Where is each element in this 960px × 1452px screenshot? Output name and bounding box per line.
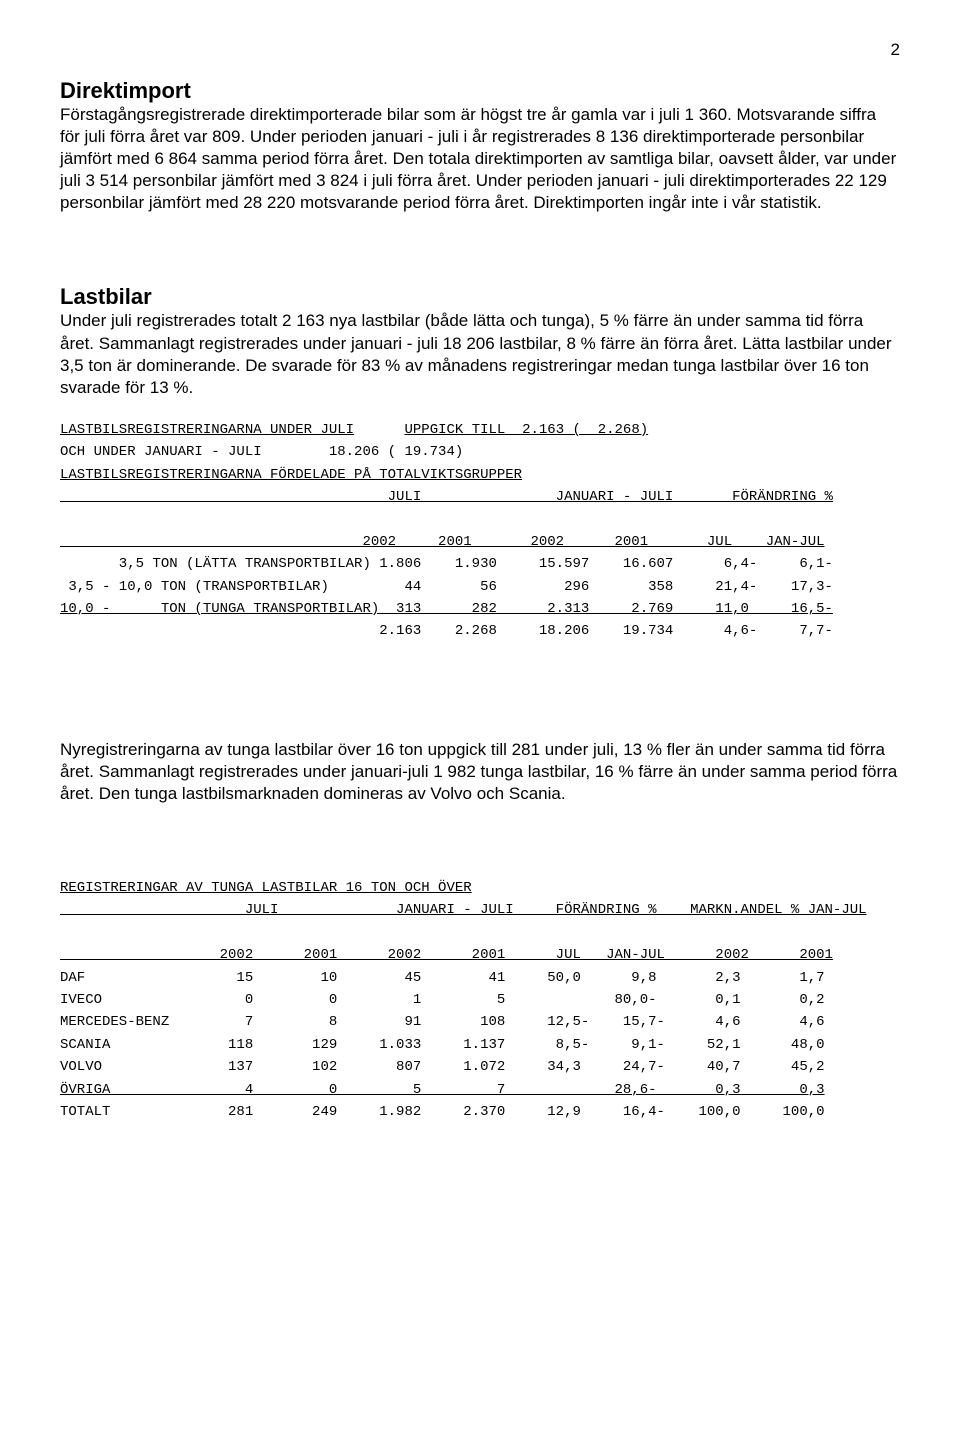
page-number: 2 bbox=[60, 40, 900, 60]
table1-row1: 3,5 TON (LÄTTA TRANSPORTBILAR) 1.806 1.9… bbox=[60, 553, 900, 575]
table2-col-header2: 2002 2001 2002 2001 JUL JAN-JUL 2002 200… bbox=[60, 944, 900, 966]
direktimport-title: Direktimport bbox=[60, 78, 900, 104]
table1-distrib: LASTBILSREGISTRERINGARNA FÖRDELADE PÅ TO… bbox=[60, 464, 900, 486]
direktimport-paragraph: Förstagångsregistrerade direktimporterad… bbox=[60, 104, 900, 214]
table2-row-totalt: TOTALT 281 249 1.982 2.370 12,9 16,4- 10… bbox=[60, 1101, 900, 1123]
table1-col-header2: 2002 2001 2002 2001 JUL JAN-JUL bbox=[60, 531, 900, 553]
table1-row3: 10,0 - TON (TUNGA TRANSPORTBILAR) 313 28… bbox=[60, 598, 900, 620]
table2-spacer bbox=[60, 922, 900, 944]
table2-row-mercedes: MERCEDES-BENZ 7 8 91 108 12,5- 15,7- 4,6… bbox=[60, 1011, 900, 1033]
table1-row2: 3,5 - 10,0 TON (TRANSPORTBILAR) 44 56 29… bbox=[60, 576, 900, 598]
table2-row-iveco: IVECO 0 0 1 5 80,0- 0,1 0,2 bbox=[60, 989, 900, 1011]
table2-row-volvo: VOLVO 137 102 807 1.072 34,3 24,7- 40,7 … bbox=[60, 1056, 900, 1078]
table1-row-total: 2.163 2.268 18.206 19.734 4,6- 7,7- bbox=[60, 620, 900, 642]
table2-col-header1: JULI JANUARI - JULI FÖRÄNDRING % MARKN.A… bbox=[60, 899, 900, 921]
tunga-lastbilar-paragraph: Nyregistreringarna av tunga lastbilar öv… bbox=[60, 739, 900, 805]
table2-block: REGISTRERINGAR AV TUNGA LASTBILAR 16 TON… bbox=[60, 877, 900, 1123]
table1-header-a: LASTBILSREGISTRERINGARNA UNDER JULI bbox=[60, 422, 354, 438]
table2-row-ovriga: ÖVRIGA 4 0 5 7 28,6- 0,3 0,3 bbox=[60, 1079, 900, 1101]
table2-title: REGISTRERINGAR AV TUNGA LASTBILAR 16 TON… bbox=[60, 877, 900, 899]
table1-subheader: OCH UNDER JANUARI - JULI 18.206 ( 19.734… bbox=[60, 441, 900, 463]
table2-row-scania: SCANIA 118 129 1.033 1.137 8,5- 9,1- 52,… bbox=[60, 1034, 900, 1056]
table1-col-header1: JULI JANUARI - JULI FÖRÄNDRING % bbox=[60, 486, 900, 508]
table1-block: LASTBILSREGISTRERINGARNA UNDER JULI UPPG… bbox=[60, 419, 900, 643]
lastbilar-paragraph: Under juli registrerades totalt 2 163 ny… bbox=[60, 310, 900, 398]
table1-spacer bbox=[60, 508, 900, 530]
table2-row-daf: DAF 15 10 45 41 50,0 9,8 2,3 1,7 bbox=[60, 967, 900, 989]
lastbilar-title: Lastbilar bbox=[60, 284, 900, 310]
table1-header-b: UPPGICK TILL 2.163 ( 2.268) bbox=[404, 422, 648, 438]
